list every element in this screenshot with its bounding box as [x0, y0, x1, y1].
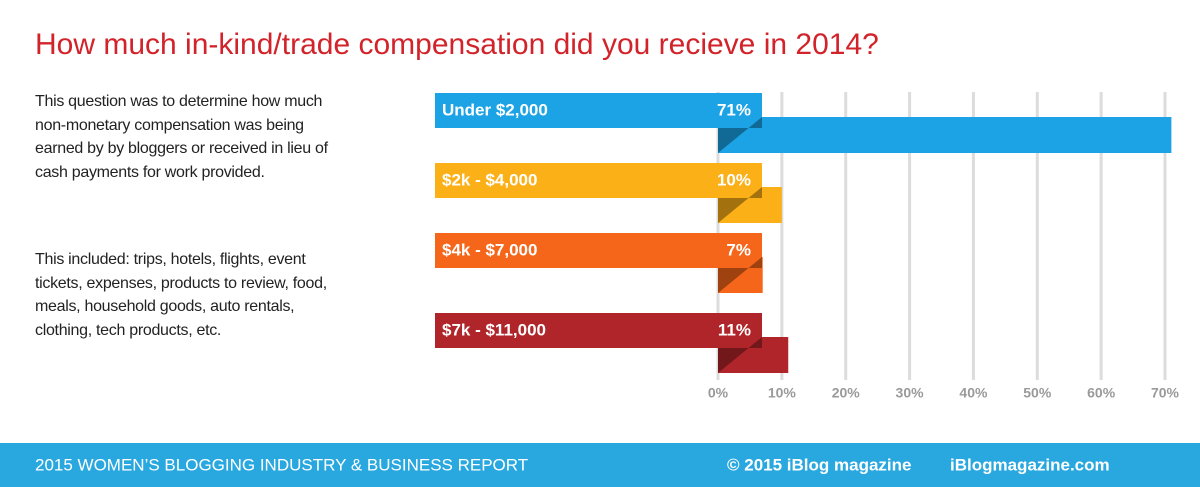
category-ribbon [435, 93, 762, 128]
category-label: $2k - $4,000 [442, 170, 537, 189]
category-ribbon [435, 233, 762, 268]
x-tick-label: 20% [832, 385, 861, 401]
footer-report: 2015 WOMEN’S BLOGGING INDUSTRY & BUSINES… [35, 455, 528, 474]
bar [718, 117, 1172, 153]
ribbon-fold [718, 117, 762, 153]
footer-site: iBlogmagazine.com [950, 455, 1110, 474]
description: This included: trips, hotels, flights, e… [35, 251, 327, 339]
ribbon-fold [718, 257, 762, 293]
x-tick-label: 0% [708, 385, 729, 401]
value-label: 11% [718, 320, 751, 339]
ribbon-fold [718, 187, 762, 223]
category-label: $7k - $11,000 [442, 320, 546, 339]
value-label: 7% [726, 240, 751, 259]
x-tick-label: 40% [959, 385, 988, 401]
value-label: 10% [717, 170, 751, 189]
x-tick-label: 60% [1087, 385, 1116, 401]
category-ribbon [435, 163, 762, 198]
x-tick-label: 70% [1151, 385, 1180, 401]
category-ribbon [435, 313, 762, 348]
category-label: Under $2,000 [442, 100, 548, 119]
value-label: 71% [717, 100, 751, 119]
footer-bar [0, 443, 1200, 487]
x-tick-label: 10% [768, 385, 797, 401]
x-tick-label: 50% [1023, 385, 1052, 401]
ribbon-fold [718, 337, 762, 373]
description: This question was to determine how much … [35, 93, 328, 181]
chart-title: How much in-kind/trade compensation did … [35, 28, 879, 61]
footer-copyright: © 2015 iBlog magazine [727, 455, 911, 474]
x-tick-label: 30% [896, 385, 925, 401]
category-label: $4k - $7,000 [442, 240, 537, 259]
